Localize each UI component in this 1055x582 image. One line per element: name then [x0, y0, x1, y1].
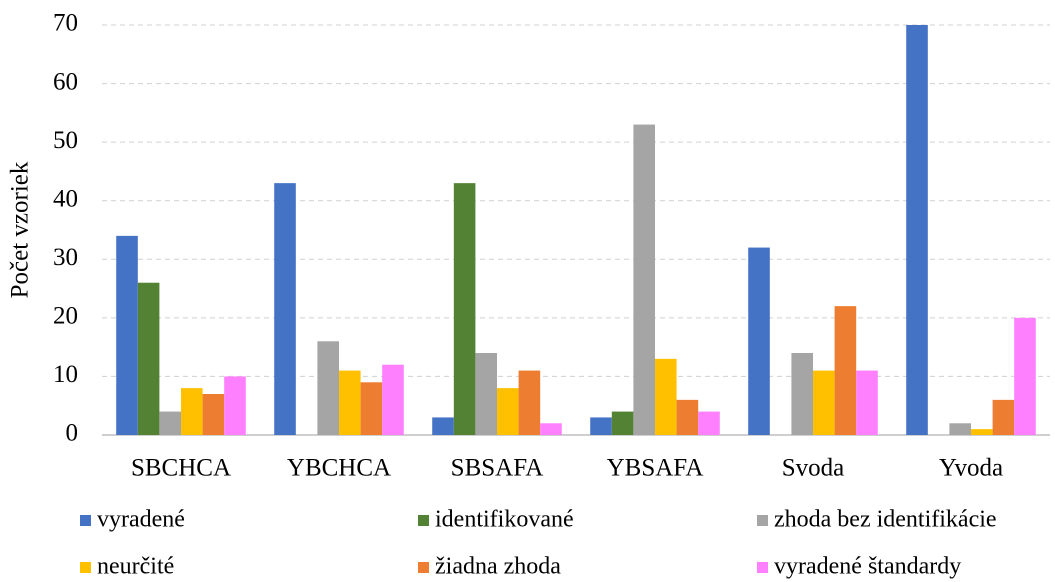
- x-tick-label: Yvoda: [939, 455, 1003, 482]
- bar: [453, 183, 476, 435]
- x-tick-label: Svoda: [782, 455, 845, 482]
- y-tick-label: 60: [53, 68, 78, 95]
- bar: [159, 411, 181, 435]
- legend-swatch: [80, 515, 91, 526]
- bar: [137, 282, 160, 435]
- bar: [676, 399, 699, 435]
- x-tick-label: YBSAFA: [607, 455, 704, 482]
- bar: [1014, 317, 1036, 435]
- bar: [518, 370, 541, 435]
- bar: [181, 388, 203, 435]
- legend-label: identifikované: [435, 507, 574, 533]
- bar: [971, 429, 993, 435]
- legend-swatch: [80, 562, 91, 573]
- legend-swatch: [757, 562, 768, 573]
- bar: [834, 306, 857, 435]
- y-tick-label: 10: [53, 361, 78, 388]
- bar: [540, 423, 562, 435]
- bar: [432, 417, 454, 435]
- legend-label: vyradené štandardy: [774, 554, 961, 580]
- bar: [202, 394, 225, 435]
- y-tick-label: 0: [66, 420, 79, 447]
- bar: [949, 423, 971, 435]
- bar: [698, 411, 720, 435]
- bar: [360, 382, 383, 435]
- bar: [611, 411, 634, 435]
- y-tick-label: 70: [53, 10, 78, 37]
- bar: [655, 358, 677, 435]
- bar: [475, 353, 497, 435]
- y-tick-label: 30: [53, 244, 78, 271]
- bar: [992, 399, 1015, 435]
- bar: [116, 235, 138, 435]
- y-tick-label: 20: [53, 303, 78, 330]
- legend-swatch: [418, 515, 429, 526]
- legend-label: žiadna zhoda: [435, 554, 561, 580]
- y-axis-label: Počet vzoriek: [7, 161, 34, 298]
- bar: [813, 370, 835, 435]
- bar: [382, 364, 404, 435]
- x-tick-label: YBCHCA: [287, 455, 391, 482]
- bar: [856, 370, 878, 435]
- bar: [274, 183, 296, 435]
- legend-label: neurčité: [97, 554, 174, 580]
- legend-swatch: [418, 562, 429, 573]
- x-tick-label: SBSAFA: [451, 455, 544, 482]
- bar: [791, 353, 813, 435]
- bar: [317, 341, 339, 435]
- legend-swatch: [757, 515, 768, 526]
- y-tick-label: 40: [53, 185, 78, 212]
- x-tick-label: SBCHCA: [131, 455, 231, 482]
- y-tick-label: 50: [53, 127, 78, 154]
- bar: [906, 25, 928, 435]
- bar: [748, 247, 770, 435]
- bar: [633, 124, 655, 436]
- bar: [590, 417, 612, 435]
- legend-label: zhoda bez identifikácie: [774, 507, 997, 533]
- bar: [224, 376, 246, 435]
- bar: [497, 388, 519, 435]
- legend-label: vyradené: [97, 507, 185, 533]
- bar: [339, 370, 361, 435]
